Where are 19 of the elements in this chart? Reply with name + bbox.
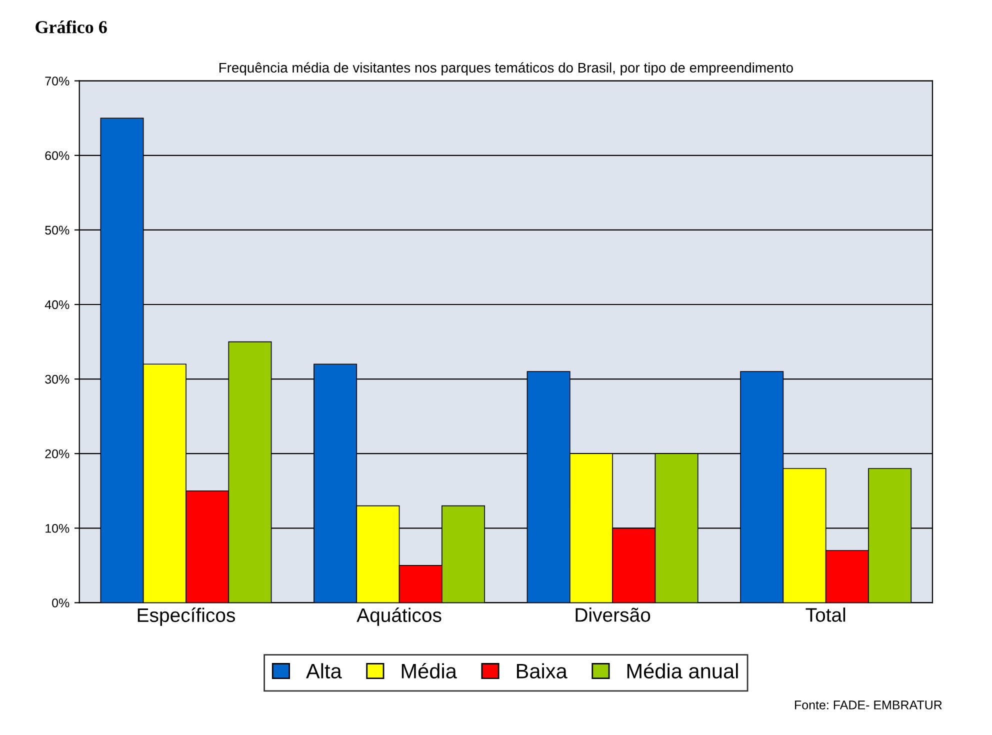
y-tick-label: 40% [44,300,70,310]
y-tick-label: 70% [45,76,70,86]
legend-label: Alta [306,663,342,678]
x-tick-label: Específicos [138,608,236,626]
chart-subtitle: Frequência média de visitantes nos parques temáticos do Brasil, por tipo de empreendimento [220,62,793,76]
x-tick-label: Total [806,608,846,622]
x-tick-label: Diversão [576,608,650,622]
y-tick-label: 60% [45,151,70,160]
legend-label: Média anual [627,662,738,678]
legend-label: Média [402,662,457,678]
chart-title: Gráfico 6 [36,20,107,34]
x-tick-label: Aquáticos [356,608,442,626]
y-tick-label: 30% [45,374,70,384]
source-note: Fonte: FADE- EMBRATUR [795,700,942,710]
y-tick-label: 0% [52,598,70,608]
legend-label: Baixa [516,663,568,678]
y-tick-label: 50% [45,226,70,235]
y-tick-label: 20% [45,449,70,458]
y-tick-label: 10% [46,524,70,533]
